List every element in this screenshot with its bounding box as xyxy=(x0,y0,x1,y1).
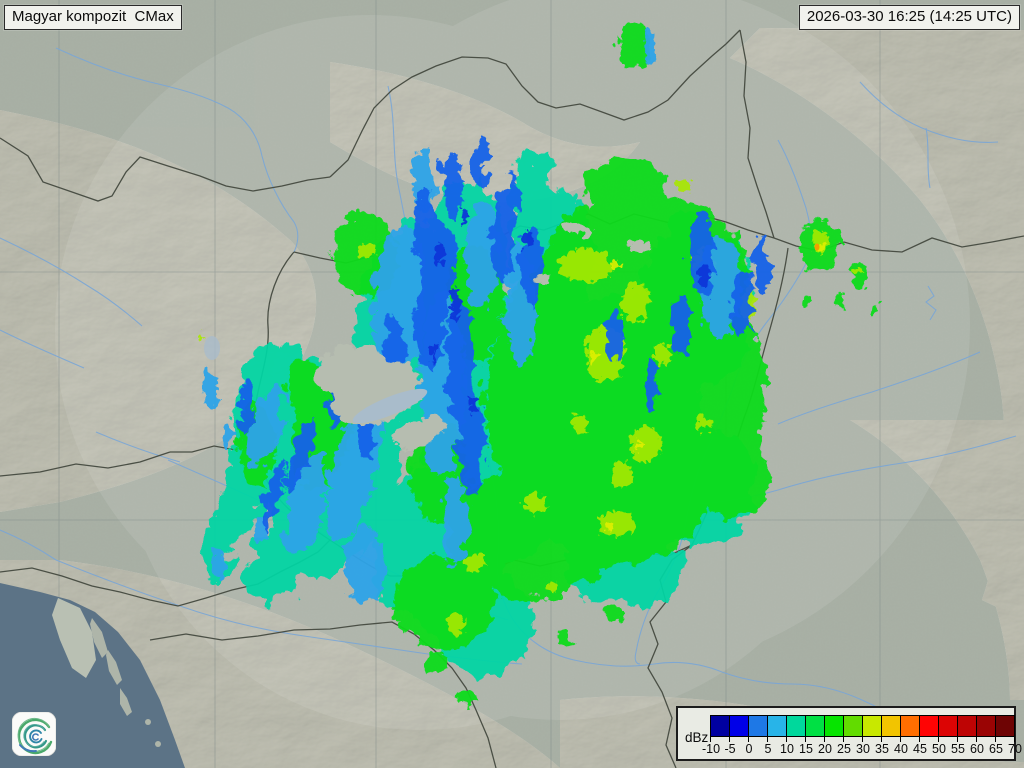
legend-cell xyxy=(844,716,863,736)
product-label: Magyar kompozit CMax xyxy=(4,5,182,30)
legend-cell xyxy=(977,716,996,736)
legend-cell xyxy=(863,716,882,736)
legend-cell xyxy=(939,716,958,736)
legend-tick-label: 45 xyxy=(913,742,927,756)
legend-cell xyxy=(749,716,768,736)
echo-orange-core xyxy=(814,243,820,251)
lakes xyxy=(204,336,428,424)
legend-tick-label: 5 xyxy=(764,742,772,756)
legend-cell xyxy=(901,716,920,736)
legend-cell xyxy=(787,716,806,736)
legend-tick-label: 30 xyxy=(856,742,870,756)
legend-cell xyxy=(882,716,901,736)
echo-yellow-layer xyxy=(585,239,821,526)
legend-tick-label: 20 xyxy=(818,742,832,756)
adriatic-islands xyxy=(90,618,161,747)
lake-balaton xyxy=(352,388,428,424)
hungaromet-logo xyxy=(11,711,57,757)
legend-ticks xyxy=(710,737,1016,742)
timestamp-label: 2026-03-30 16:25 (14:25 UTC) xyxy=(798,5,1020,30)
legend-tick-label: 10 xyxy=(780,742,794,756)
legend-tick-label: 70 xyxy=(1008,742,1022,756)
legend-tick-label: -5 xyxy=(724,742,736,756)
legend-cell xyxy=(806,716,825,736)
legend-tick-label: 35 xyxy=(875,742,889,756)
legend-tick-label: -10 xyxy=(701,742,721,756)
radar-echo-field xyxy=(193,16,877,703)
legend-tick-label: 50 xyxy=(932,742,946,756)
legend-cell xyxy=(730,716,749,736)
spiral-cyclone-icon xyxy=(11,711,57,757)
legend-cell xyxy=(825,716,844,736)
legend-cell xyxy=(711,716,730,736)
legend-unit-label: dBz xyxy=(685,730,709,745)
legend-tick-label: 60 xyxy=(970,742,984,756)
legend-cell xyxy=(996,716,1014,736)
dbz-legend: dBz -10 -5 0 5 10 15 20 25 30 35 40 45 50 55 60 65 70 xyxy=(676,706,1022,761)
legend-tick-label: 0 xyxy=(745,742,753,756)
istria-peninsula xyxy=(52,598,96,678)
legend-cell xyxy=(958,716,977,736)
legend-tick-label: 15 xyxy=(799,742,813,756)
legend-color-cells xyxy=(710,715,1015,737)
legend-tick-label: 25 xyxy=(837,742,851,756)
lake-ferto xyxy=(204,336,220,360)
legend-tick-labels: -10 -5 0 5 10 15 20 25 30 35 40 45 50 55 60 65 70 xyxy=(702,742,1022,756)
legend-cell xyxy=(920,716,939,736)
echo-darkblue-layer xyxy=(427,203,705,411)
legend-tick-label: 55 xyxy=(951,742,965,756)
legend-tick-label: 40 xyxy=(894,742,908,756)
legend-tick-label: 65 xyxy=(989,742,1003,756)
legend-cell xyxy=(768,716,787,736)
